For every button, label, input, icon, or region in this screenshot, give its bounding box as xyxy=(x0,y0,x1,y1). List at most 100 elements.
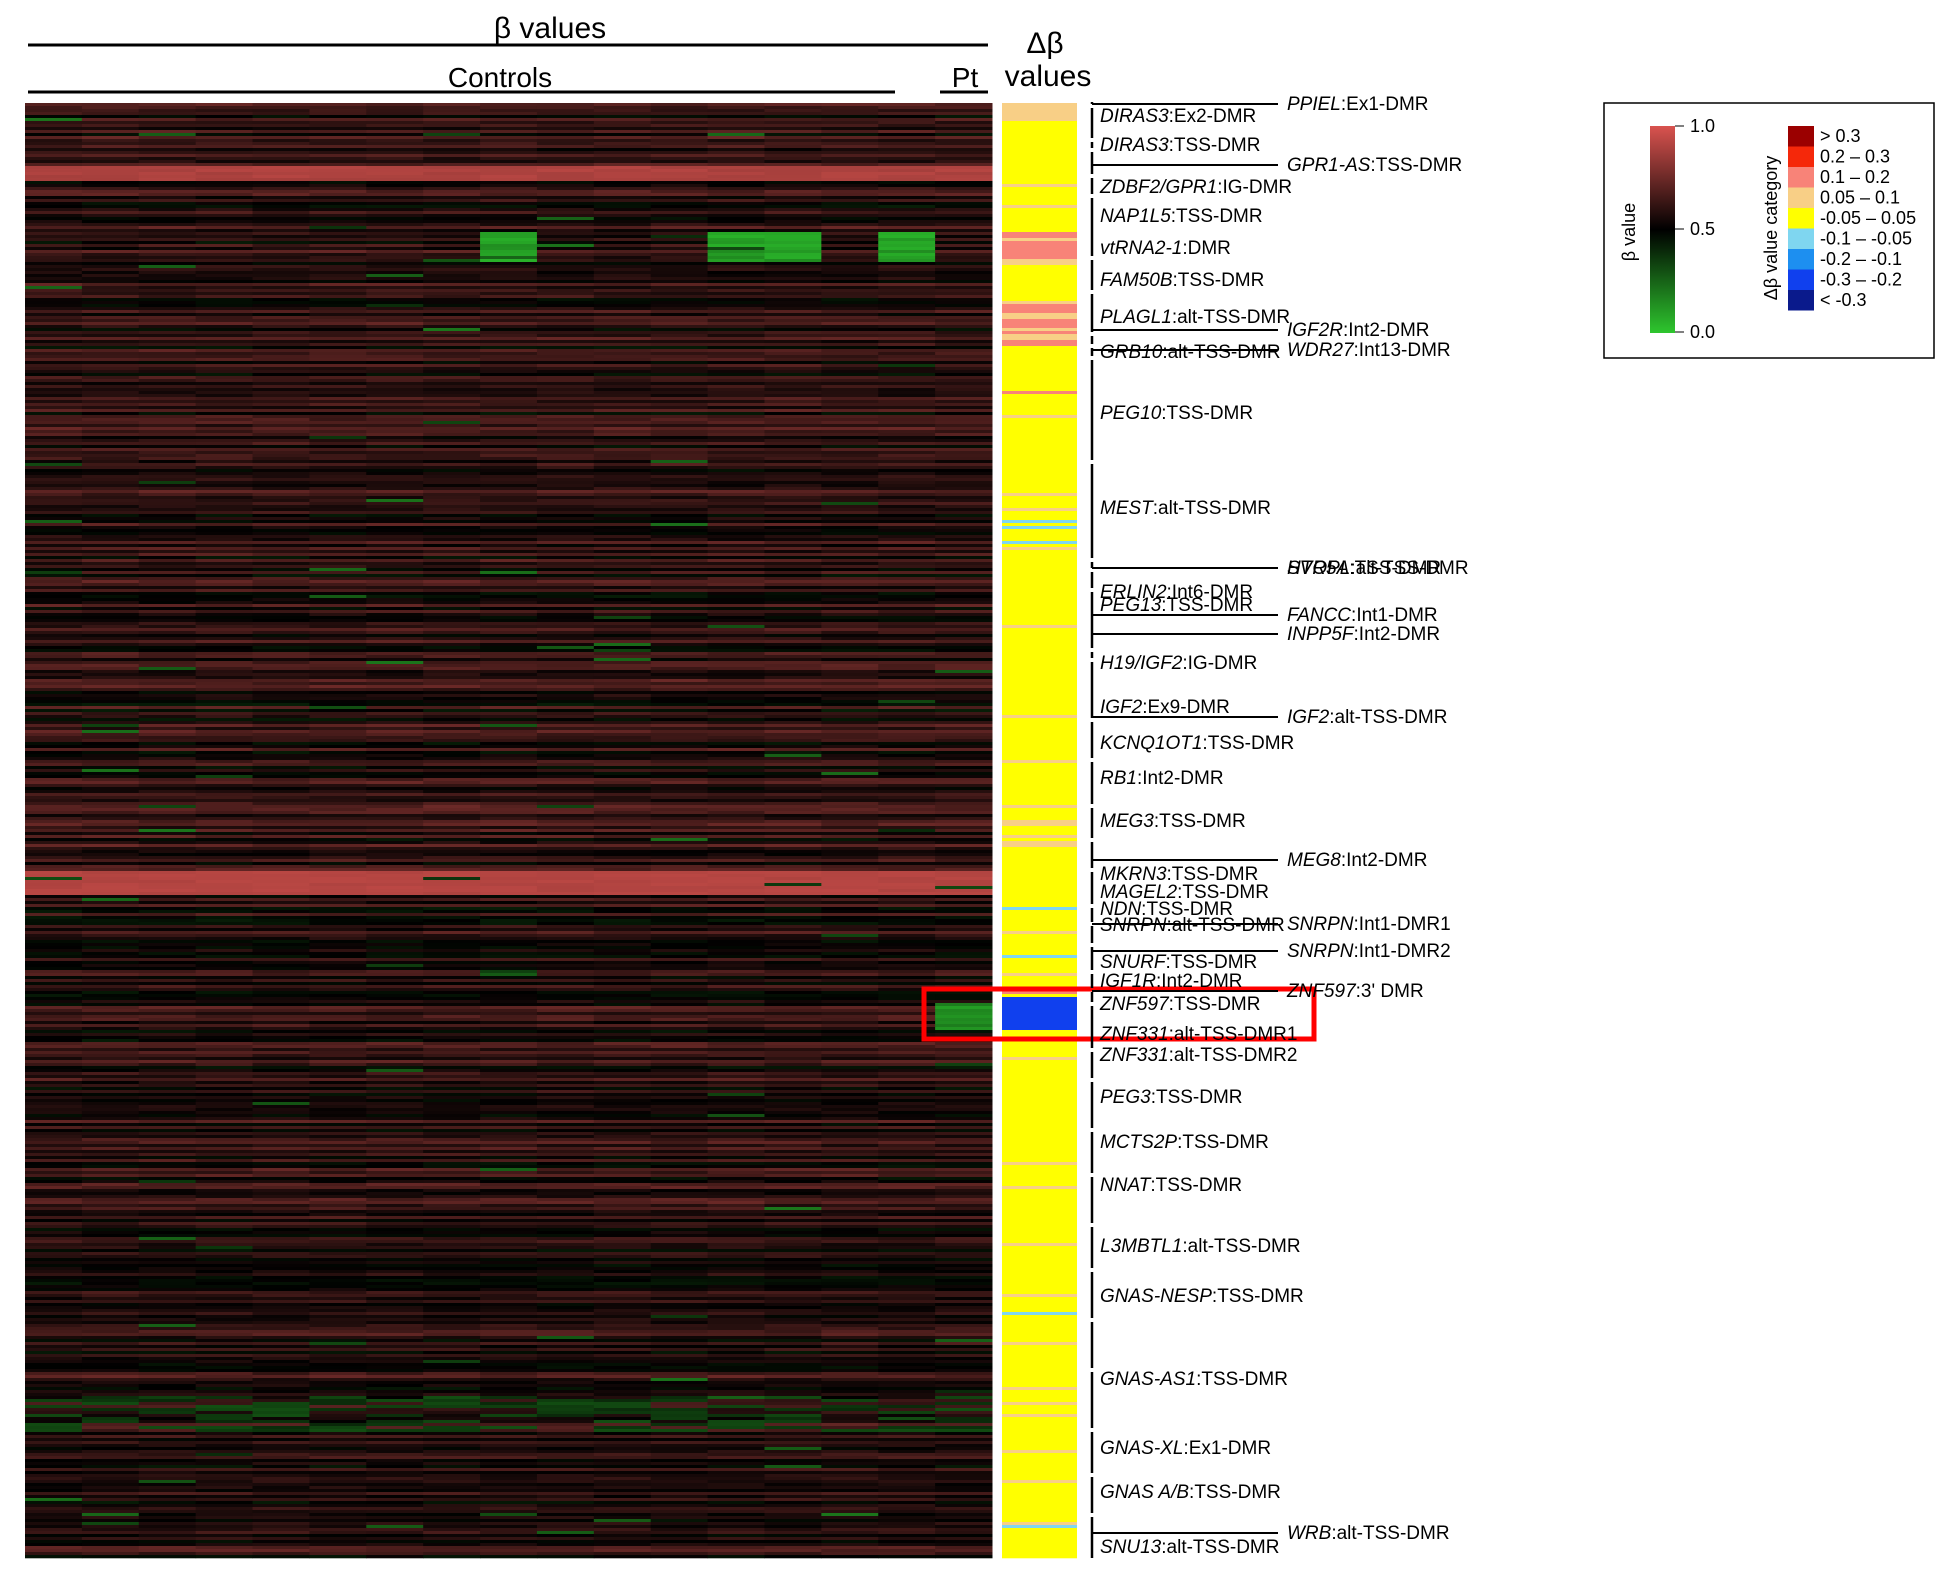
heatmap-cell xyxy=(138,940,197,944)
heatmap-cell xyxy=(536,451,595,455)
heatmap-cell xyxy=(650,889,709,893)
heatmap-cell xyxy=(25,835,83,839)
heatmap-cell xyxy=(138,226,197,230)
heatmap-cell xyxy=(878,238,936,242)
heatmap-cell xyxy=(480,235,538,239)
heatmap-cell xyxy=(195,622,254,626)
heatmap-cell xyxy=(423,328,481,332)
heatmap-cell xyxy=(138,913,197,917)
heatmap-cell xyxy=(650,760,709,764)
heatmap-cell xyxy=(25,478,83,482)
heatmap-cell xyxy=(593,247,652,251)
heatmap-cell xyxy=(650,370,709,374)
heatmap-cell xyxy=(764,823,822,827)
heatmap-cell xyxy=(878,910,936,914)
heatmap-cell xyxy=(252,139,310,143)
heatmap-cell xyxy=(707,742,765,746)
heatmap-cell xyxy=(195,436,254,440)
heatmap-cell xyxy=(480,289,538,293)
heatmap-cell xyxy=(252,802,310,806)
heatmap-cell xyxy=(423,487,481,491)
heatmap-cell xyxy=(821,613,879,617)
heatmap-cell xyxy=(593,781,652,785)
heatmap-cell xyxy=(593,661,652,665)
heatmap-cell xyxy=(650,871,709,875)
heatmap-cell xyxy=(366,256,424,260)
heatmap-cell xyxy=(935,967,993,971)
heatmap-cell xyxy=(593,874,652,878)
heatmap-cell xyxy=(821,751,879,755)
heatmap-cell xyxy=(821,580,879,584)
heatmap-cell xyxy=(25,205,83,209)
heatmap-cell xyxy=(764,931,822,935)
heatmap-cell xyxy=(309,829,367,833)
heatmap-cell xyxy=(366,559,424,563)
heatmap-cell xyxy=(480,823,538,827)
heatmap-cell xyxy=(593,841,652,845)
heatmap-cell xyxy=(650,136,709,140)
heatmap-cell xyxy=(138,898,197,902)
heatmap-cell xyxy=(764,958,822,962)
heatmap-cell xyxy=(764,457,822,461)
heatmap-cell xyxy=(138,760,197,764)
heatmap-cell xyxy=(593,757,652,761)
heatmap-cell xyxy=(878,307,936,311)
heatmap-cell xyxy=(366,520,424,524)
heatmap-cell xyxy=(536,736,595,740)
heatmap-cell xyxy=(138,424,197,428)
heatmap-cell xyxy=(878,658,936,662)
heatmap-cell xyxy=(195,424,254,428)
heatmap-cell xyxy=(536,793,595,797)
heatmap-cell xyxy=(593,367,652,371)
heatmap-cell xyxy=(650,475,709,479)
heatmap-cell xyxy=(536,190,595,194)
heatmap-cell xyxy=(366,469,424,473)
heatmap-cell xyxy=(195,715,254,719)
heatmap-cell xyxy=(81,253,140,257)
heatmap-cell xyxy=(536,796,595,800)
heatmap-cell xyxy=(593,166,652,170)
heatmap-cell xyxy=(195,292,254,296)
heatmap-cell xyxy=(138,766,197,770)
heatmap-cell xyxy=(81,280,140,284)
heatmap-cell xyxy=(935,787,993,791)
heatmap-cell xyxy=(650,298,709,302)
heatmap-cell xyxy=(25,862,83,866)
heatmap-cell xyxy=(423,706,481,710)
heatmap-cell xyxy=(252,718,310,722)
heatmap-cell xyxy=(81,283,140,287)
heatmap-cell xyxy=(195,505,254,509)
heatmap-cell xyxy=(935,451,993,455)
heatmap-cell xyxy=(195,514,254,518)
heatmap-cell xyxy=(480,820,538,824)
heatmap-cell xyxy=(878,235,936,239)
heatmap-cell xyxy=(707,802,765,806)
heatmap-cell xyxy=(593,274,652,278)
heatmap-cell xyxy=(821,577,879,581)
heatmap-cell xyxy=(935,145,993,149)
heatmap-cell xyxy=(138,115,197,119)
heatmap-cell xyxy=(593,967,652,971)
heatmap-cell xyxy=(935,421,993,425)
heatmap-cell xyxy=(536,130,595,134)
heatmap-cell xyxy=(650,682,709,686)
heatmap-cell xyxy=(707,934,765,938)
heatmap-cell xyxy=(309,508,367,512)
heatmap-cell xyxy=(138,307,197,311)
heatmap-cell xyxy=(821,721,879,725)
heatmap-cell xyxy=(650,637,709,641)
heatmap-cell xyxy=(252,298,310,302)
heatmap-cell xyxy=(252,280,310,284)
heatmap-cell xyxy=(309,553,367,557)
heatmap-cell xyxy=(650,625,709,629)
heatmap-cell xyxy=(650,196,709,200)
heatmap-cell xyxy=(480,856,538,860)
heatmap-cell xyxy=(480,532,538,536)
heatmap-cell xyxy=(536,340,595,344)
heatmap-cell xyxy=(25,442,83,446)
heatmap-cell xyxy=(878,391,936,395)
heatmap-cell xyxy=(878,385,936,389)
heatmap-cell xyxy=(935,712,993,716)
heatmap-cell xyxy=(650,352,709,356)
heatmap-cell xyxy=(650,904,709,908)
